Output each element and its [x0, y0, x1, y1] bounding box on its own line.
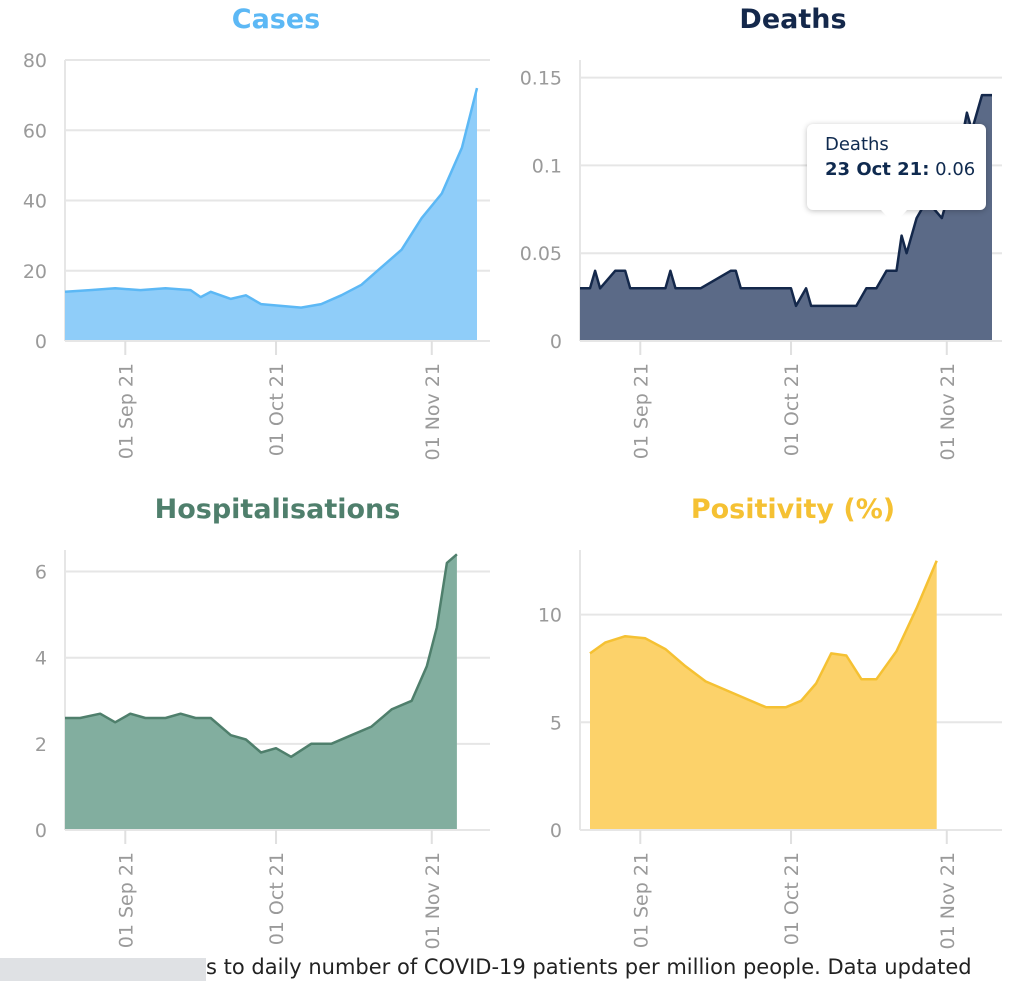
- y-tick-label: 10: [538, 605, 562, 627]
- cases-chart-title: Cases: [231, 4, 321, 35]
- x-tick-label: 01 Sep 21: [630, 363, 652, 459]
- footer-redaction: [0, 958, 206, 981]
- series-area: [65, 554, 457, 830]
- y-tick-label: 0: [550, 331, 562, 353]
- x-tick-label: 01 Oct 21: [781, 852, 803, 945]
- y-tick-label: 2: [35, 734, 47, 756]
- series-area: [580, 95, 992, 341]
- series-line: [64, 87, 479, 309]
- y-tick-label: 20: [23, 261, 47, 283]
- tooltip-title: Deaths: [825, 134, 889, 155]
- tooltip-arrow: [881, 210, 907, 224]
- y-tick-label: 6: [35, 562, 47, 584]
- y-tick-label: 80: [23, 50, 47, 72]
- y-tick-label: 0.05: [520, 243, 562, 265]
- x-tick-label: 01 Nov 21: [937, 852, 959, 950]
- series-area: [590, 560, 937, 830]
- footer-note: s to daily number of COVID-19 patients p…: [0, 953, 1024, 981]
- deaths-chart-title: Deaths: [739, 4, 847, 35]
- x-tick-label: 01 Nov 21: [422, 852, 444, 950]
- x-tick-label: 01 Sep 21: [115, 363, 137, 459]
- x-tick-label: 01 Oct 21: [781, 363, 803, 456]
- hospitalisations-chart-title: Hospitalisations: [154, 494, 401, 525]
- deaths-tooltip: Deaths 23 Oct 21: 0.06: [807, 124, 986, 210]
- tooltip-value: 0.06: [935, 159, 976, 180]
- y-tick-label: 40: [23, 191, 47, 213]
- y-tick-label: 5: [550, 712, 562, 734]
- x-tick-label: 01 Nov 21: [422, 363, 444, 461]
- x-tick-label: 01 Sep 21: [630, 852, 652, 948]
- y-tick-label: 0: [35, 820, 47, 842]
- y-tick-label: 0: [550, 820, 562, 842]
- series-line: [65, 553, 458, 759]
- tooltip-row: 23 Oct 21: 0.06: [825, 159, 975, 180]
- positivity-chart-title: Positivity (%): [690, 494, 896, 525]
- x-tick-label: 01 Oct 21: [266, 363, 288, 456]
- y-tick-label: 0.1: [532, 155, 562, 177]
- x-tick-label: 01 Sep 21: [115, 852, 137, 948]
- x-tick-label: 01 Oct 21: [266, 852, 288, 945]
- y-tick-label: 4: [35, 648, 47, 670]
- y-tick-label: 0.15: [520, 68, 562, 90]
- footer-text: s to daily number of COVID-19 patients p…: [206, 955, 972, 979]
- x-tick-label: 01 Nov 21: [937, 363, 959, 461]
- y-tick-label: 60: [23, 120, 47, 142]
- tooltip-date: 23 Oct 21:: [825, 159, 930, 180]
- series-area: [65, 88, 477, 341]
- y-tick-label: 0: [35, 331, 47, 353]
- series-line: [589, 560, 938, 709]
